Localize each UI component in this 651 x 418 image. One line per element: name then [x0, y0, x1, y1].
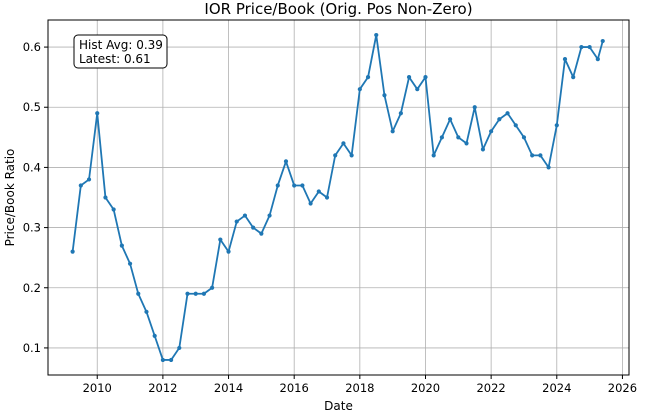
data-point	[382, 93, 387, 98]
x-tick-label: 2026	[608, 381, 637, 395]
data-point	[390, 129, 395, 134]
data-point	[259, 231, 264, 236]
data-points	[70, 32, 605, 363]
x-tick-label: 2022	[476, 381, 505, 395]
annotation-hist-avg: Hist Avg: 0.39	[79, 38, 163, 52]
data-point	[177, 345, 182, 351]
data-point	[357, 87, 362, 92]
data-point	[251, 225, 256, 230]
data-point	[513, 123, 518, 128]
data-point	[456, 135, 461, 140]
x-tick-label: 2020	[411, 381, 440, 395]
y-tick-label: 0.4	[23, 160, 41, 174]
annotation-latest: Latest: 0.61	[79, 52, 151, 66]
data-point	[480, 147, 486, 152]
data-point	[95, 111, 100, 116]
data-point	[489, 129, 494, 134]
data-point	[374, 32, 379, 38]
data-point	[193, 291, 198, 296]
data-point	[587, 44, 592, 50]
grid	[48, 20, 629, 375]
x-tick-label: 2014	[214, 381, 243, 395]
y-tick-label: 0.2	[23, 281, 41, 295]
plot-frame	[47, 19, 630, 376]
data-point	[218, 237, 223, 242]
data-point	[308, 201, 313, 206]
data-point	[579, 44, 584, 50]
data-point	[600, 38, 605, 44]
data-point	[103, 195, 108, 200]
data-point	[111, 207, 116, 212]
series-line-group	[71, 34, 604, 361]
data-point	[530, 153, 535, 158]
x-tick-label: 2012	[148, 381, 177, 395]
data-point	[595, 57, 600, 62]
y-tick-label: 0.1	[23, 341, 41, 355]
x-tick-label: 2016	[280, 381, 309, 395]
ticks: 2010 2012 2014 2016 2018 2020 2022 2024 2026 0.1 0…	[23, 40, 637, 395]
data-point	[365, 75, 371, 80]
data-point	[415, 87, 420, 92]
data-point	[78, 183, 83, 188]
data-point	[70, 249, 75, 254]
data-point	[464, 141, 469, 146]
data-point	[431, 153, 436, 158]
data-point	[242, 213, 248, 218]
x-axis-label: Date	[324, 399, 353, 413]
data-point	[439, 135, 444, 140]
data-point	[86, 177, 92, 182]
annotation-frame	[73, 34, 168, 69]
x-tick-label: 2024	[542, 381, 571, 395]
data-point	[292, 183, 297, 188]
data-point	[554, 123, 559, 128]
data-point	[185, 291, 190, 296]
data-point	[497, 117, 502, 122]
chart-title: IOR Price/Book (Orig. Pos Non-Zero)	[204, 0, 472, 18]
data-point	[324, 195, 330, 200]
data-point	[398, 111, 403, 116]
y-tick-label: 0.5	[23, 100, 41, 114]
data-point	[160, 357, 165, 363]
data-point	[201, 291, 207, 296]
data-point	[538, 153, 543, 158]
data-point	[300, 183, 305, 188]
x-tick-label: 2018	[345, 381, 374, 395]
y-tick-label: 0.3	[23, 221, 41, 235]
y-tick-label: 0.6	[23, 40, 41, 54]
data-point	[168, 357, 174, 363]
data-point	[562, 57, 568, 62]
data-point	[136, 291, 141, 296]
data-point	[234, 219, 239, 224]
data-point	[283, 159, 289, 164]
data-point	[505, 111, 510, 116]
data-point	[406, 75, 412, 80]
data-point	[333, 153, 338, 158]
y-axis-label: Price/Book Ratio	[3, 149, 17, 247]
annotation-box: Hist Avg: 0.39 Latest: 0.61	[73, 34, 168, 69]
x-tick-label: 2010	[83, 381, 112, 395]
data-point	[521, 135, 527, 140]
data-point	[349, 153, 354, 158]
data-point	[472, 105, 477, 110]
data-point	[210, 285, 215, 290]
data-point	[267, 213, 272, 218]
series-line	[71, 34, 604, 361]
data-point	[571, 75, 576, 80]
data-point	[448, 117, 453, 122]
data-point	[119, 243, 124, 248]
data-point	[316, 189, 321, 194]
data-point	[144, 309, 149, 314]
data-point	[423, 75, 428, 80]
data-point	[226, 249, 231, 254]
data-point	[152, 333, 157, 338]
data-point	[546, 165, 551, 170]
data-point	[127, 261, 133, 266]
data-point	[275, 183, 280, 188]
data-point	[341, 141, 346, 146]
